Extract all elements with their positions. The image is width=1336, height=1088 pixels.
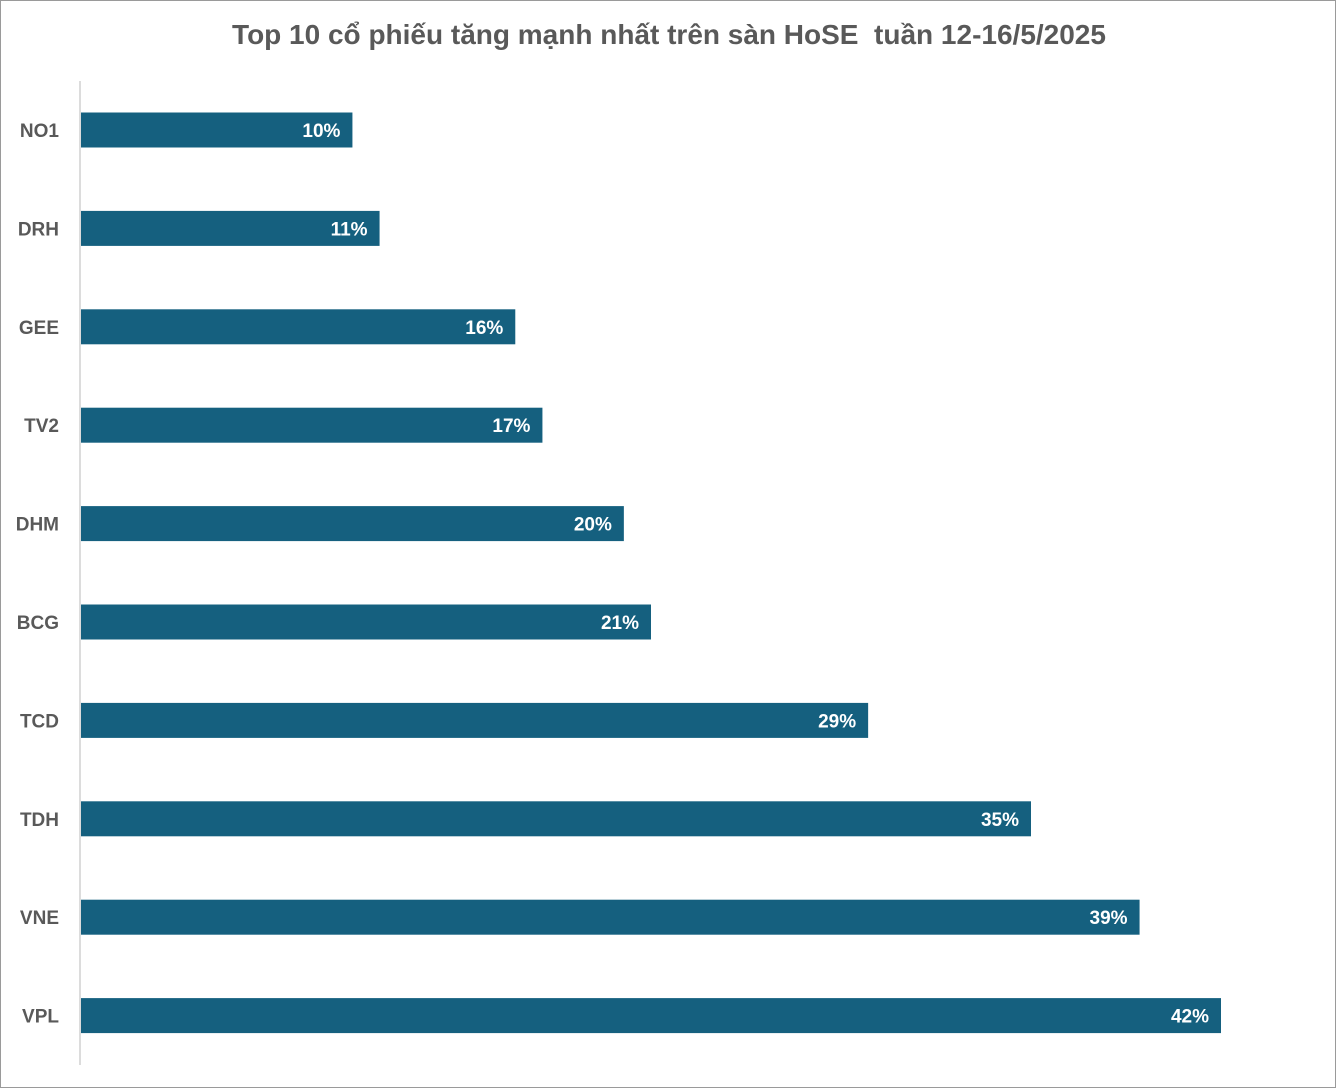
category-label-gee: GEE: [19, 318, 59, 339]
value-label-tcd: 29%: [818, 711, 856, 732]
category-label-no1: NO1: [20, 121, 60, 142]
bars-group: NO1 10% DRH 11% GEE 16% TV2 17% DHM 20% BCG 21% TCD 2…: [16, 112, 1221, 1034]
category-label-vne: VNE: [20, 908, 59, 929]
bar-vpl: [81, 998, 1221, 1034]
chart-title: Top 10 cổ phiếu tăng mạnh nhất trên sàn …: [232, 19, 1106, 50]
bar-drh: [81, 210, 380, 246]
bar-vne: [81, 899, 1140, 935]
bar-dhm: [81, 506, 624, 542]
category-label-tdh: TDH: [20, 810, 59, 831]
bar-tcd: [81, 702, 869, 738]
value-label-vpl: 42%: [1171, 1007, 1209, 1028]
bar-tv2: [81, 407, 543, 443]
category-label-tv2: TV2: [24, 416, 59, 437]
category-label-dhm: DHM: [16, 515, 59, 536]
value-label-vne: 39%: [1090, 908, 1128, 929]
value-label-drh: 11%: [331, 219, 368, 240]
value-label-tv2: 17%: [492, 416, 530, 437]
value-label-gee: 16%: [465, 318, 503, 339]
bar-tdh: [81, 801, 1031, 837]
value-label-tdh: 35%: [981, 810, 1019, 831]
category-label-vpl: VPL: [22, 1007, 59, 1028]
value-label-bcg: 21%: [601, 613, 639, 634]
bar-no1: [81, 112, 353, 148]
category-label-tcd: TCD: [20, 711, 59, 732]
bar-gee: [81, 309, 516, 345]
value-label-dhm: 20%: [574, 515, 612, 536]
value-label-no1: 10%: [302, 121, 340, 142]
bar-bcg: [81, 604, 651, 640]
category-label-bcg: BCG: [17, 613, 59, 634]
category-label-drh: DRH: [18, 219, 59, 240]
